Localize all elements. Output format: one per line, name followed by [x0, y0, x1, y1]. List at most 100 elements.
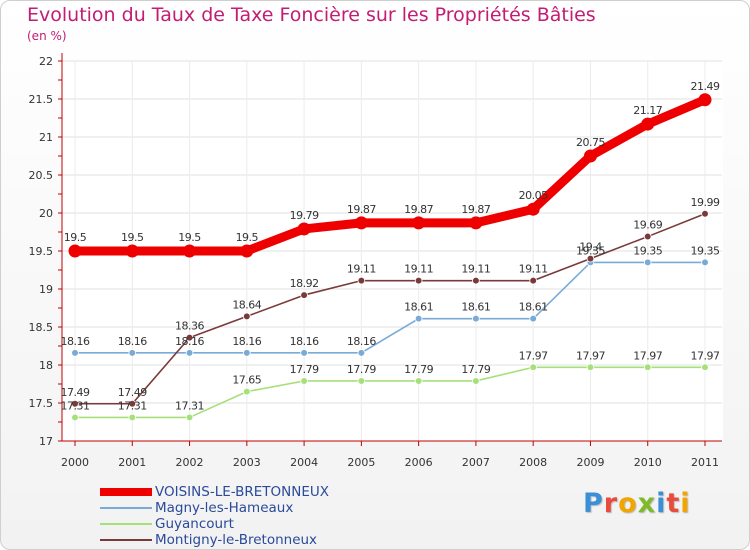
logo-letter: P [583, 488, 604, 519]
y-tick-label: 22 [39, 55, 53, 68]
data-point-magny [529, 314, 537, 323]
x-tick-label: 2007 [462, 456, 490, 469]
data-point-voisins [526, 202, 540, 216]
data-label-magny: 18.16 [290, 335, 319, 348]
data-label-guyancourt: 17.31 [118, 399, 147, 412]
data-point-voisins [412, 216, 426, 230]
legend: VOISINS-LE-BRETONNEUX Magny-les-Hameaux … [100, 484, 400, 548]
data-label-magny: 18.16 [61, 335, 90, 348]
data-point-voisins [354, 216, 368, 230]
x-tick-label: 2011 [691, 456, 719, 469]
data-label-guyancourt: 17.97 [691, 349, 720, 362]
data-label-guyancourt: 17.97 [576, 349, 605, 362]
data-point-magny [357, 349, 366, 357]
series-line-guyancourt [74, 366, 706, 419]
data-point-magny [71, 349, 79, 357]
data-label-voisins: 20.05 [519, 189, 548, 202]
legend-item-voisins: VOISINS-LE-BRETONNEUX [100, 484, 400, 500]
data-label-montigny: 18.64 [232, 298, 261, 311]
data-label-guyancourt: 17.79 [347, 363, 376, 376]
data-label-montigny: 19.99 [691, 196, 720, 209]
chart-title: Evolution du Taux de Taxe Foncière sur l… [27, 4, 596, 26]
data-point-montigny [243, 312, 251, 321]
data-point-guyancourt [128, 413, 137, 422]
data-point-guyancourt [414, 377, 423, 385]
data-label-montigny: 18.36 [175, 320, 204, 333]
data-point-voisins [641, 117, 655, 131]
data-point-voisins [125, 244, 139, 258]
data-point-montigny [529, 276, 537, 285]
data-point-guyancourt [300, 377, 308, 385]
y-tick-label: 20 [39, 207, 53, 220]
logo-letter: x [637, 488, 657, 519]
data-label-voisins: 19.5 [64, 231, 87, 244]
y-tick-label: 20.5 [29, 169, 54, 182]
data-label-voisins: 21.49 [691, 80, 720, 93]
data-label-voisins: 19.5 [236, 231, 259, 244]
y-tick-label: 17 [39, 435, 53, 448]
legend-swatch-voisins [100, 488, 152, 496]
data-point-magny [414, 314, 423, 323]
x-tick-label: 2004 [290, 456, 318, 469]
x-tick-label: 2006 [405, 456, 433, 469]
data-label-voisins: 19.5 [121, 231, 144, 244]
x-tick-label: 2003 [233, 456, 261, 469]
data-label-magny: 18.16 [347, 335, 376, 348]
data-point-montigny [71, 399, 79, 408]
chart-subtitle: (en %) [27, 29, 67, 43]
logo-letter: o [618, 488, 638, 519]
data-point-guyancourt [185, 413, 194, 422]
data-label-montigny: 19.11 [347, 263, 376, 276]
proxiti-logo: Proxiti [583, 488, 691, 519]
data-point-guyancourt [586, 363, 595, 372]
y-tick-label: 17.5 [29, 397, 54, 410]
y-tick-label: 21.5 [29, 93, 54, 106]
data-label-montigny: 19.4 [579, 241, 602, 254]
legend-swatch-montigny [100, 539, 152, 541]
logo-letter: i [680, 488, 691, 519]
data-label-montigny: 19.11 [404, 263, 433, 276]
data-label-voisins: 19.79 [290, 209, 319, 222]
data-point-voisins [240, 244, 254, 258]
data-label-guyancourt: 17.97 [633, 349, 662, 362]
data-label-guyancourt: 17.31 [61, 399, 90, 412]
data-point-montigny [472, 276, 480, 285]
data-point-voisins [68, 244, 82, 258]
data-label-guyancourt: 17.79 [404, 363, 433, 376]
data-point-montigny [185, 333, 194, 342]
data-point-montigny [357, 276, 366, 285]
data-point-guyancourt [357, 377, 366, 385]
data-label-montigny: 19.11 [519, 263, 548, 276]
y-tick-label: 18.5 [29, 321, 54, 334]
data-label-voisins: 20.75 [576, 136, 605, 149]
data-label-magny: 18.61 [404, 301, 433, 314]
data-point-guyancourt [529, 363, 537, 372]
data-label-guyancourt: 17.97 [519, 349, 548, 362]
x-tick-label: 2008 [519, 456, 547, 469]
data-label-guyancourt: 17.65 [232, 374, 261, 387]
data-label-voisins: 19.87 [347, 203, 376, 216]
legend-label-montigny: Montigny-le-Bretonneux [155, 532, 318, 548]
data-point-magny [243, 349, 251, 357]
data-label-magny: 18.16 [175, 335, 204, 348]
data-point-voisins [297, 222, 311, 236]
legend-item-montigny: Montigny-le-Bretonneux [100, 532, 400, 548]
data-label-voisins: 19.87 [461, 203, 490, 216]
data-point-montigny [128, 399, 137, 408]
y-tick-label: 19 [39, 283, 53, 296]
logo-letter: i [656, 488, 667, 519]
data-point-montigny [586, 254, 595, 263]
data-label-montigny: 19.11 [461, 263, 490, 276]
data-label-voisins: 19.87 [404, 203, 433, 216]
legend-swatch-guyancourt [100, 523, 152, 525]
legend-swatch-magny [100, 507, 152, 509]
data-label-magny: 19.35 [576, 244, 605, 257]
x-tick-label: 2002 [176, 456, 204, 469]
data-point-magny [643, 258, 652, 267]
x-tick-label: 2009 [576, 456, 604, 469]
legend-item-magny: Magny-les-Hameaux [100, 500, 400, 516]
y-tick-label: 19.5 [29, 245, 54, 258]
data-point-magny [185, 349, 194, 357]
data-point-guyancourt [643, 363, 652, 372]
data-label-voisins: 19.5 [178, 231, 201, 244]
